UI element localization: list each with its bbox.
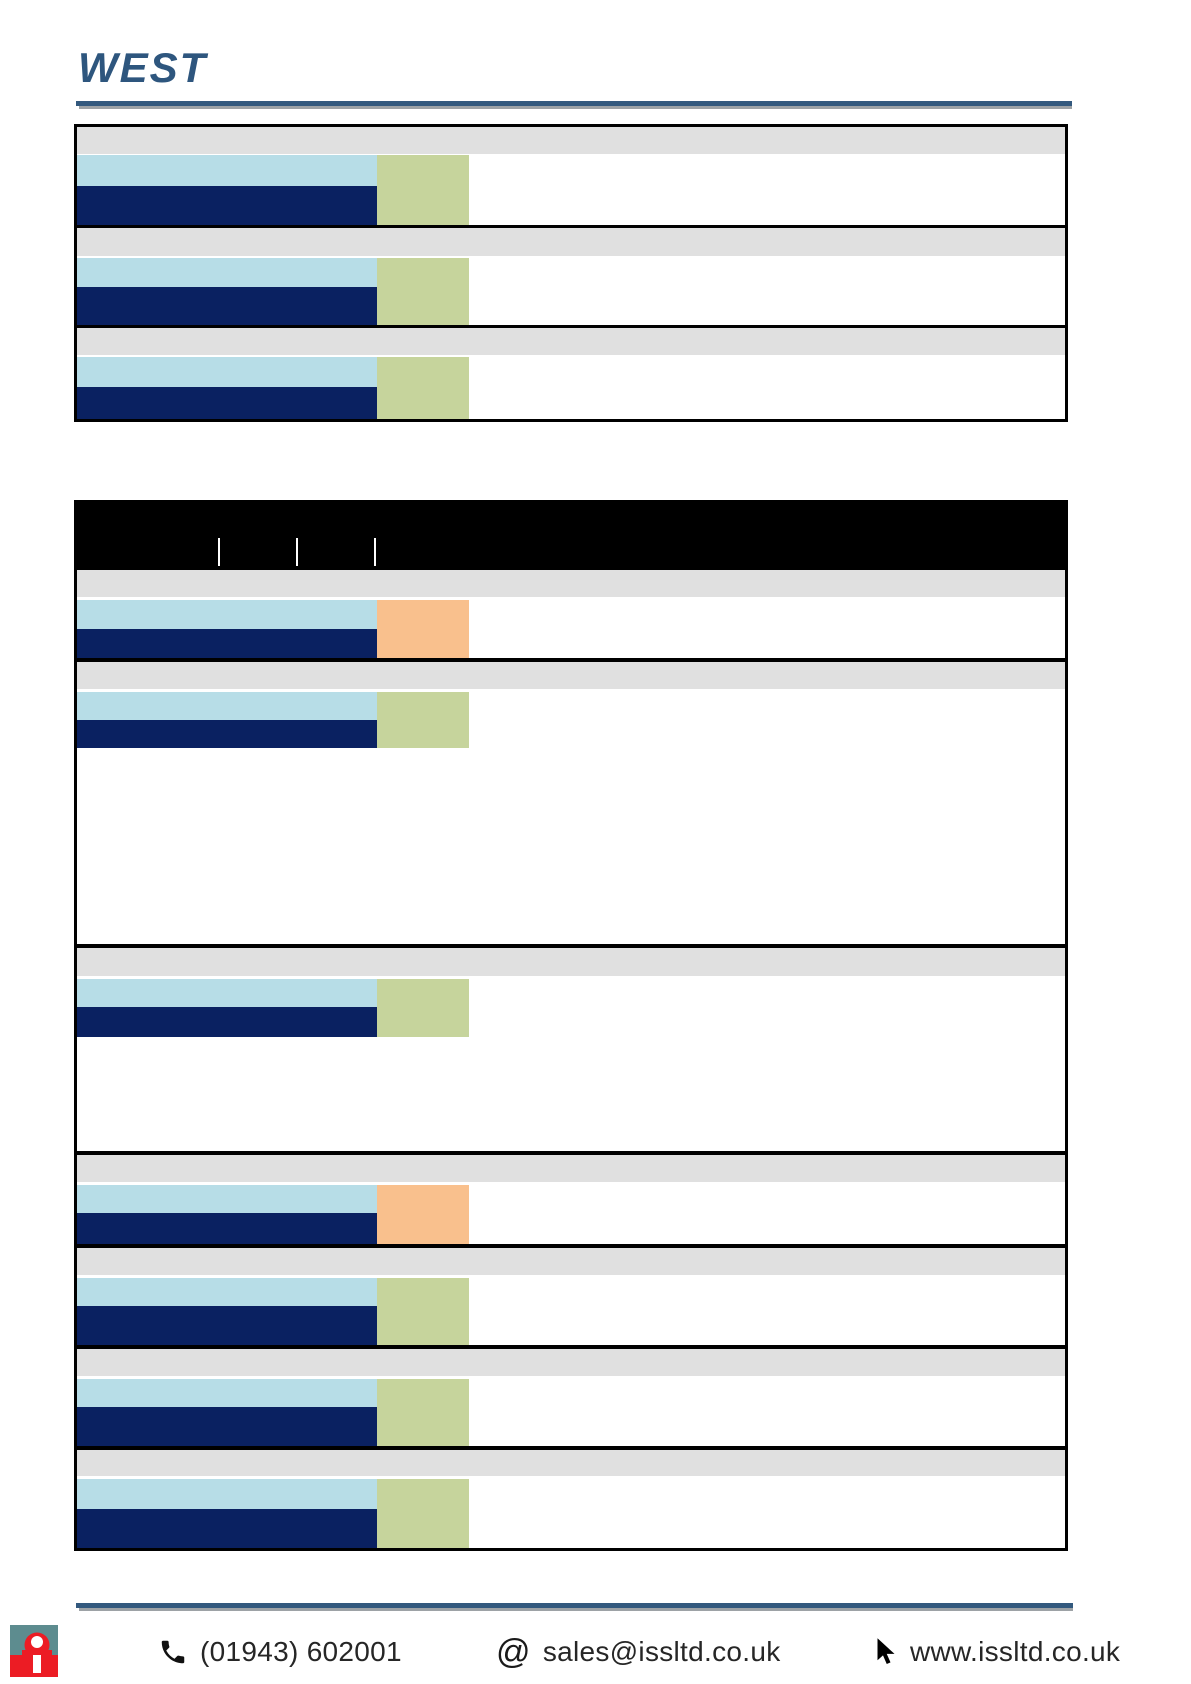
row-lightblue-bar [77, 1185, 377, 1213]
row-lightblue-bar [77, 155, 377, 186]
divider-gray-line [79, 1608, 1073, 1611]
pipe-separator [296, 538, 298, 566]
table-title-bar [77, 503, 1065, 570]
divider-blue-line [76, 1603, 1073, 1608]
row-navy-bar [77, 387, 377, 419]
row-navy-bar [77, 629, 377, 658]
at-icon: @ [496, 1633, 531, 1671]
row-navy-bar [77, 1306, 377, 1345]
section-rows [77, 979, 1065, 1037]
color-swatch [377, 1185, 469, 1244]
header-divider [76, 101, 1072, 109]
row-lightblue-bar [77, 692, 377, 720]
section-header-bar [77, 228, 1065, 256]
footer-website-text: www.issltd.co.uk [910, 1636, 1121, 1667]
footer-website[interactable]: www.issltd.co.uk [872, 1632, 1120, 1672]
section-rows [77, 357, 1065, 419]
section-header-bar [77, 662, 1065, 689]
color-swatch [377, 155, 469, 225]
row-lightblue-bar [77, 1479, 377, 1509]
west-logo: WEST [78, 44, 208, 91]
row-lightblue-bar [77, 600, 377, 629]
row-navy-bar [77, 287, 377, 325]
divider-blue-line [76, 101, 1072, 106]
row-lightblue-bar [77, 258, 377, 287]
divider-gray-line [79, 106, 1072, 109]
section-header-bar [77, 948, 1065, 976]
color-swatch [377, 1479, 469, 1548]
section-rows [77, 692, 1065, 748]
row-lightblue-bar [77, 1379, 377, 1407]
pipe-separator [218, 538, 220, 566]
row-navy-bar [77, 1213, 377, 1244]
section-rows [77, 600, 1065, 658]
table-section [77, 228, 1065, 328]
row-navy-bar [77, 186, 377, 225]
section-rows [77, 1278, 1065, 1345]
color-swatch [377, 258, 469, 325]
table-section [77, 1248, 1065, 1349]
color-swatch [377, 357, 469, 419]
row-lightblue-bar [77, 979, 377, 1007]
table-section [77, 948, 1065, 1155]
table-section [77, 328, 1065, 419]
section-empty-space [77, 1037, 1065, 1151]
color-swatch [377, 692, 469, 748]
section-rows [77, 258, 1065, 325]
table-section [77, 1450, 1065, 1548]
section-empty-space [77, 748, 1065, 944]
section-header-bar [77, 1349, 1065, 1376]
table-section [77, 1155, 1065, 1248]
row-navy-bar [77, 1407, 377, 1446]
iss-logo-icon [10, 1625, 58, 1677]
row-navy-bar [77, 1509, 377, 1548]
section-rows [77, 1185, 1065, 1244]
color-swatch [377, 1278, 469, 1345]
cursor-icon [872, 1637, 898, 1667]
spec-table [74, 124, 1068, 422]
row-navy-bar [77, 1007, 377, 1037]
pipe-separator [374, 538, 376, 566]
row-lightblue-bar [77, 357, 377, 387]
table-section [77, 662, 1065, 948]
color-swatch [377, 979, 469, 1037]
color-swatch [377, 600, 469, 658]
color-swatch [377, 1379, 469, 1446]
footer-divider [76, 1603, 1073, 1611]
phone-icon [158, 1637, 188, 1667]
product-table [74, 500, 1068, 1551]
footer-phone[interactable]: (01943) 602001 [158, 1632, 402, 1672]
section-header-bar [77, 1450, 1065, 1476]
section-rows [77, 1379, 1065, 1446]
section-rows [77, 155, 1065, 225]
section-header-bar [77, 570, 1065, 597]
section-header-bar [77, 127, 1065, 154]
table-section [77, 570, 1065, 662]
table-section [77, 127, 1065, 228]
row-navy-bar [77, 720, 377, 748]
row-lightblue-bar [77, 1278, 377, 1306]
product-table-body [77, 570, 1065, 1548]
footer-email[interactable]: @ sales@issltd.co.uk [496, 1632, 781, 1672]
section-rows [77, 1479, 1065, 1548]
section-header-bar [77, 1248, 1065, 1275]
section-header-bar [77, 328, 1065, 355]
section-header-bar [77, 1155, 1065, 1182]
footer-phone-text: (01943) 602001 [200, 1636, 402, 1667]
footer-email-text: sales@issltd.co.uk [542, 1636, 781, 1667]
table-section [77, 1349, 1065, 1450]
